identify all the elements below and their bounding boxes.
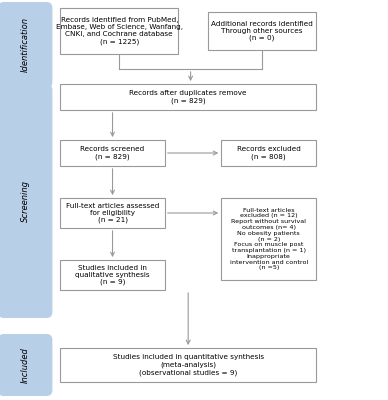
FancyBboxPatch shape xyxy=(60,348,316,382)
Text: Studies included in
qualitative synthesis
(n = 9): Studies included in qualitative synthesi… xyxy=(75,265,150,285)
FancyBboxPatch shape xyxy=(221,198,316,280)
Text: Studies included in quantitative synthesis
(meta-analysis)
(observational studie: Studies included in quantitative synthes… xyxy=(113,354,264,376)
FancyBboxPatch shape xyxy=(0,2,52,88)
Text: Records excluded
(n = 808): Records excluded (n = 808) xyxy=(237,146,301,160)
Text: Included: Included xyxy=(21,347,30,383)
FancyBboxPatch shape xyxy=(60,260,165,290)
Text: Full-text articles
excluded (n = 12)
Report without survival
outcomes (n= 4)
No : Full-text articles excluded (n = 12) Rep… xyxy=(230,208,308,270)
FancyBboxPatch shape xyxy=(60,140,165,166)
FancyBboxPatch shape xyxy=(208,12,316,50)
FancyBboxPatch shape xyxy=(0,334,52,396)
Text: Additional records identified
Through other sources
(n = 0): Additional records identified Through ot… xyxy=(211,21,313,41)
Text: Identification: Identification xyxy=(21,18,30,72)
FancyBboxPatch shape xyxy=(0,84,52,318)
Text: Full-text articles assessed
for eligibility
(n = 21): Full-text articles assessed for eligibil… xyxy=(66,203,159,223)
Text: Records screened
(n = 829): Records screened (n = 829) xyxy=(80,146,145,160)
Text: Records identified from PubMed,
Embase, Web of Science, Wanfang,
CNKI, and Cochr: Records identified from PubMed, Embase, … xyxy=(56,17,183,45)
FancyBboxPatch shape xyxy=(60,198,165,228)
Text: Records after duplicates remove
(n = 829): Records after duplicates remove (n = 829… xyxy=(130,90,247,104)
Text: Screening: Screening xyxy=(21,180,30,222)
FancyBboxPatch shape xyxy=(60,8,178,54)
FancyBboxPatch shape xyxy=(60,84,316,110)
FancyBboxPatch shape xyxy=(221,140,316,166)
